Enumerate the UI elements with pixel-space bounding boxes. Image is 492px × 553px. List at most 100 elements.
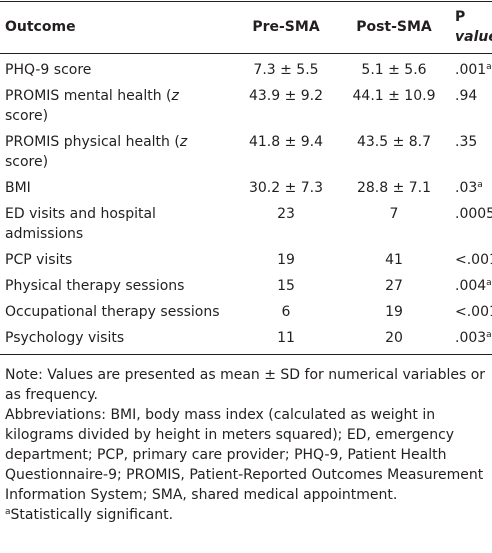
outcome-cell: PROMIS mental health (z score) xyxy=(0,83,227,129)
p-cell: .001a xyxy=(443,54,492,84)
significance-marker: a xyxy=(477,180,483,190)
pre-cell: 11 xyxy=(227,325,345,355)
table-row: Occupational therapy sessions 6 19 <.001a xyxy=(0,299,492,325)
pre-cell: 15 xyxy=(227,273,345,299)
data-table: Outcome Pre-SMA Post-SMA P value PHQ-9 scor… xyxy=(0,1,492,355)
header-text: Outcome xyxy=(5,19,76,35)
p-cell: .35 xyxy=(443,129,492,175)
post-value: 28.8 ± 7.1 xyxy=(356,180,432,196)
outcome-cell: PCP visits xyxy=(0,247,227,273)
pre-value: 7.3 ± 5.5 xyxy=(253,62,319,78)
outcome-text: Psychology visits xyxy=(5,330,125,346)
footnote-text: Statistically significant. xyxy=(10,507,174,523)
pre-cell: 19 xyxy=(227,247,345,273)
outcome-text: Occupational therapy sessions xyxy=(5,304,220,320)
outcome-text: z xyxy=(171,88,179,104)
column-header: Pre-SMA xyxy=(227,1,345,54)
column-header: Outcome xyxy=(0,1,227,54)
outcome-cell: ED visits and hospital admissions xyxy=(0,201,227,247)
outcome-text: score) xyxy=(5,154,49,170)
p-value: .001 xyxy=(455,62,487,78)
p-cell: <.001a xyxy=(443,299,492,325)
outcome-text: PROMIS mental health ( xyxy=(5,88,172,104)
abbreviations: Abbreviations: BMI, body mass index (cal… xyxy=(5,407,484,503)
p-value: .03 xyxy=(455,180,478,196)
p-value: <.001 xyxy=(455,304,492,320)
post-cell: 5.1 ± 5.6 xyxy=(345,54,443,84)
post-cell: 43.5 ± 8.7 xyxy=(345,129,443,175)
post-value: 43.5 ± 8.7 xyxy=(356,134,432,150)
pre-value: 30.2 ± 7.3 xyxy=(248,180,324,196)
post-cell: 7 xyxy=(345,201,443,247)
table-row: PROMIS physical health (z score) 41.8 ± 9… xyxy=(0,129,492,175)
column-header: P value xyxy=(443,1,492,54)
header-text: value xyxy=(455,29,492,45)
pre-value: 6 xyxy=(281,304,291,320)
outcome-cell: BMI xyxy=(0,175,227,201)
outcome-text: z xyxy=(179,134,188,150)
p-value: .004 xyxy=(455,278,487,294)
post-value: 44.1 ± 10.9 xyxy=(352,88,436,104)
p-value: .35 xyxy=(455,134,478,150)
pre-cell: 41.8 ± 9.4 xyxy=(227,129,345,175)
table-body: PHQ-9 score 7.3 ± 5.5 5.1 ± 5.6.001a PROMIS… xyxy=(0,54,492,355)
significance-marker: a xyxy=(486,330,492,340)
outcome-cell: Physical therapy sessions xyxy=(0,273,227,299)
p-value: <.001 xyxy=(455,252,492,268)
p-value: .003 xyxy=(455,330,487,346)
post-value: 27 xyxy=(385,278,403,294)
pre-value: 15 xyxy=(277,278,295,294)
table-row: PHQ-9 score 7.3 ± 5.5 5.1 ± 5.6 .001a xyxy=(0,54,492,84)
outcome-text: PHQ-9 score xyxy=(5,62,92,78)
pre-cell: 43.9 ± 9.2 xyxy=(227,83,345,129)
pre-value: 11 xyxy=(277,330,295,346)
post-value: 19 xyxy=(385,304,403,320)
post-value: 20 xyxy=(385,330,403,346)
pre-value: 23 xyxy=(277,206,295,222)
outcome-text: ED visits and hospital admissions xyxy=(5,206,156,242)
outcome-cell: PROMIS physical health (z score) xyxy=(0,129,227,175)
post-cell: 41 xyxy=(345,247,443,273)
header-text: P xyxy=(455,9,466,25)
header-text: Pre-SMA xyxy=(252,19,320,35)
post-cell: 28.8 ± 7.1 xyxy=(345,175,443,201)
pre-cell: 30.2 ± 7.3 xyxy=(227,175,345,201)
outcome-text: PROMIS physical health ( xyxy=(5,134,180,150)
p-cell: .94 xyxy=(443,83,492,129)
p-value: .0005 xyxy=(455,206,492,222)
notes: Note: Values are presented as mean ± SD … xyxy=(0,355,492,525)
header-text: Post-SMA xyxy=(356,19,432,35)
significance-marker: a xyxy=(486,278,492,288)
outcome-cell: Psychology visits xyxy=(0,325,227,355)
p-cell: .0005a xyxy=(443,201,492,247)
p-cell: <.001a xyxy=(443,247,492,273)
post-cell: 27 xyxy=(345,273,443,299)
table-row: Psychology visits 11 20 .003a xyxy=(0,325,492,355)
table-row: PCP visits 19 41 <.001a xyxy=(0,247,492,273)
p-cell: .004a xyxy=(443,273,492,299)
post-value: 5.1 ± 5.6 xyxy=(361,62,427,78)
table-row: BMI 30.2 ± 7.3 28.8 ± 7.1 .03a xyxy=(0,175,492,201)
p-cell: .03a xyxy=(443,175,492,201)
pre-cell: 6 xyxy=(227,299,345,325)
footnote: aStatistically significant. xyxy=(5,505,487,525)
footnote-marker: a xyxy=(5,507,11,517)
p-value: .94 xyxy=(455,88,478,104)
table-row: PROMIS mental health (z score) 43.9 ± 9.2… xyxy=(0,83,492,129)
pre-value: 41.8 ± 9.4 xyxy=(248,134,324,150)
column-header: Post-SMA xyxy=(345,1,443,54)
post-cell: 20 xyxy=(345,325,443,355)
post-value: 7 xyxy=(389,206,399,222)
post-cell: 19 xyxy=(345,299,443,325)
p-cell: .003a xyxy=(443,325,492,355)
outcome-text: PCP visits xyxy=(5,252,73,268)
header-row: Outcome Pre-SMA Post-SMA P value xyxy=(0,1,492,54)
post-cell: 44.1 ± 10.9 xyxy=(345,83,443,129)
pre-value: 19 xyxy=(277,252,295,268)
pre-cell: 7.3 ± 5.5 xyxy=(227,54,345,84)
pre-cell: 23 xyxy=(227,201,345,247)
table-row: Physical therapy sessions 15 27 .004a xyxy=(0,273,492,299)
outcome-text: score) xyxy=(5,108,49,124)
outcome-text: Physical therapy sessions xyxy=(5,278,185,294)
pre-value: 43.9 ± 9.2 xyxy=(248,88,324,104)
